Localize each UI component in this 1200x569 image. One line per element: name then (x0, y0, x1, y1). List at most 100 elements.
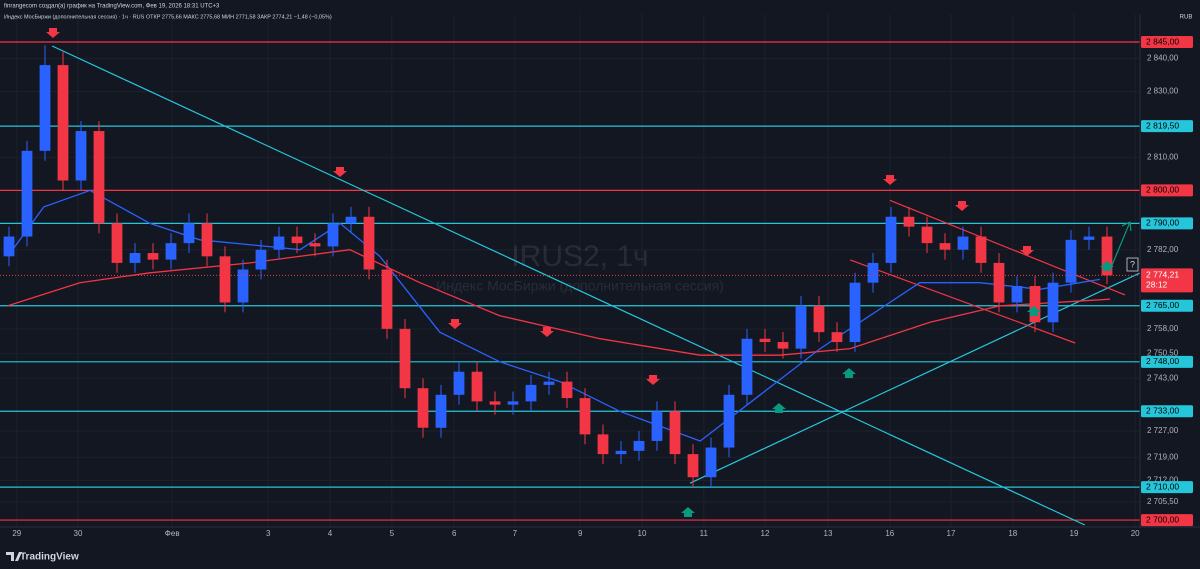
candle-body (111, 223, 123, 263)
level-label: 2 765,00 (1146, 300, 1179, 310)
candle-body (993, 262, 1005, 303)
candle-body (1011, 285, 1023, 303)
axes: 29 30 Фев 3 4 5 6 7 9 10 11 12 13 16 17 18 19 20 2 840,00 2… (12, 36, 1193, 538)
x-tick-label: 16 (885, 529, 894, 538)
y-tick-label: 2 712,00 (1147, 476, 1179, 485)
plot (0, 41, 1140, 526)
countdown: 28:12 (1146, 280, 1168, 290)
candle-body (1101, 236, 1113, 276)
candle-body (723, 394, 735, 448)
y-tick-label: 2 810,00 (1147, 153, 1179, 162)
y-tick-label: 2 782,00 (1147, 245, 1179, 254)
level-label-box (1141, 405, 1193, 418)
level-label: 2 710,00 (1146, 481, 1179, 491)
watermark: IRUS2, 1ч (511, 240, 648, 273)
x-tick-label: 11 (700, 529, 709, 538)
x-tick-label: 9 (578, 529, 583, 538)
candle-body (849, 282, 861, 343)
candle-body (1029, 285, 1041, 323)
candle-body (543, 381, 555, 385)
candle-body (579, 398, 591, 435)
candle-body (705, 447, 717, 478)
candle-body (525, 384, 537, 402)
logo: TradingView (6, 552, 79, 563)
legend: Индекс МосБиржи (дополнительная сессия) … (4, 14, 332, 20)
last-price-label: 2 774,21 (1146, 270, 1179, 280)
candle-body (615, 450, 627, 455)
level-label-box (1141, 217, 1193, 230)
sell-arrow (883, 175, 897, 185)
level-label-box (1141, 299, 1193, 312)
candle-body (147, 253, 159, 260)
candle-body (165, 243, 177, 260)
moving-average (7, 189, 1100, 442)
candle-body (651, 411, 663, 441)
buy-arrow (1027, 306, 1041, 316)
alert-icon[interactable]: ? (1130, 259, 1135, 269)
candle-body (939, 243, 951, 250)
alert-box[interactable] (1126, 257, 1139, 272)
projection-arrow (1109, 221, 1132, 271)
x-tick-label: 17 (947, 529, 956, 538)
level-label-box (1141, 36, 1193, 49)
trend-line (51, 45, 1086, 526)
candle-body (759, 338, 771, 343)
x-tick-label: 6 (452, 529, 457, 538)
y-tick-label: 2 743,00 (1147, 373, 1179, 382)
candle-body (453, 371, 465, 395)
sell-arrow (955, 201, 969, 211)
candle-body (633, 440, 645, 451)
level-label: 2 819,50 (1146, 120, 1179, 130)
logo-text: TradingView (20, 552, 79, 563)
candle-body (435, 394, 447, 428)
buy-arrow (842, 368, 856, 378)
candle-body (777, 342, 789, 349)
level-label: 2 790,00 (1146, 218, 1179, 228)
candle-body (417, 388, 429, 428)
candle-body (669, 411, 681, 455)
grid (0, 14, 1140, 527)
x-tick-label: Фев (165, 529, 180, 538)
level-label-box (1141, 120, 1193, 133)
candle-body (489, 401, 501, 405)
candle-body (57, 65, 69, 181)
level-label: 2 748,00 (1146, 356, 1179, 366)
candle-body (201, 223, 213, 257)
x-tick-label: 3 (266, 529, 271, 538)
x-tick-label: 19 (1070, 529, 1079, 538)
candle-body (3, 236, 15, 257)
candle-body (975, 236, 987, 263)
candle-body (831, 332, 843, 343)
sell-markers (46, 28, 1034, 385)
currency: RUB (1180, 15, 1193, 21)
candle-body (903, 216, 915, 227)
candle-body (867, 262, 879, 283)
candle-body (399, 328, 411, 389)
candle-body (957, 236, 969, 250)
candle-body (75, 131, 87, 181)
candle-body (795, 305, 807, 349)
candle-body (237, 269, 249, 303)
y-tick-label: 2 840,00 (1147, 54, 1179, 63)
candle-body (363, 216, 375, 270)
candle-body (345, 216, 357, 224)
candle-body (1083, 236, 1095, 240)
candle-body (381, 269, 393, 329)
sell-arrow (646, 375, 660, 385)
candle-body (21, 150, 33, 237)
sell-arrow (448, 319, 462, 329)
level-label: 2 845,00 (1146, 36, 1179, 46)
level-label-box (1141, 514, 1193, 527)
candle-body (885, 216, 897, 263)
candle-body (561, 381, 573, 399)
level-label: 2 700,00 (1146, 514, 1179, 524)
level-label-box (1141, 481, 1193, 494)
level-label: 2 800,00 (1146, 185, 1179, 195)
x-tick-label: 5 (390, 529, 395, 538)
candle-body (741, 338, 753, 395)
candle-body (273, 236, 285, 250)
y-tick-label: 2 830,00 (1147, 87, 1179, 96)
candle-body (309, 243, 321, 247)
